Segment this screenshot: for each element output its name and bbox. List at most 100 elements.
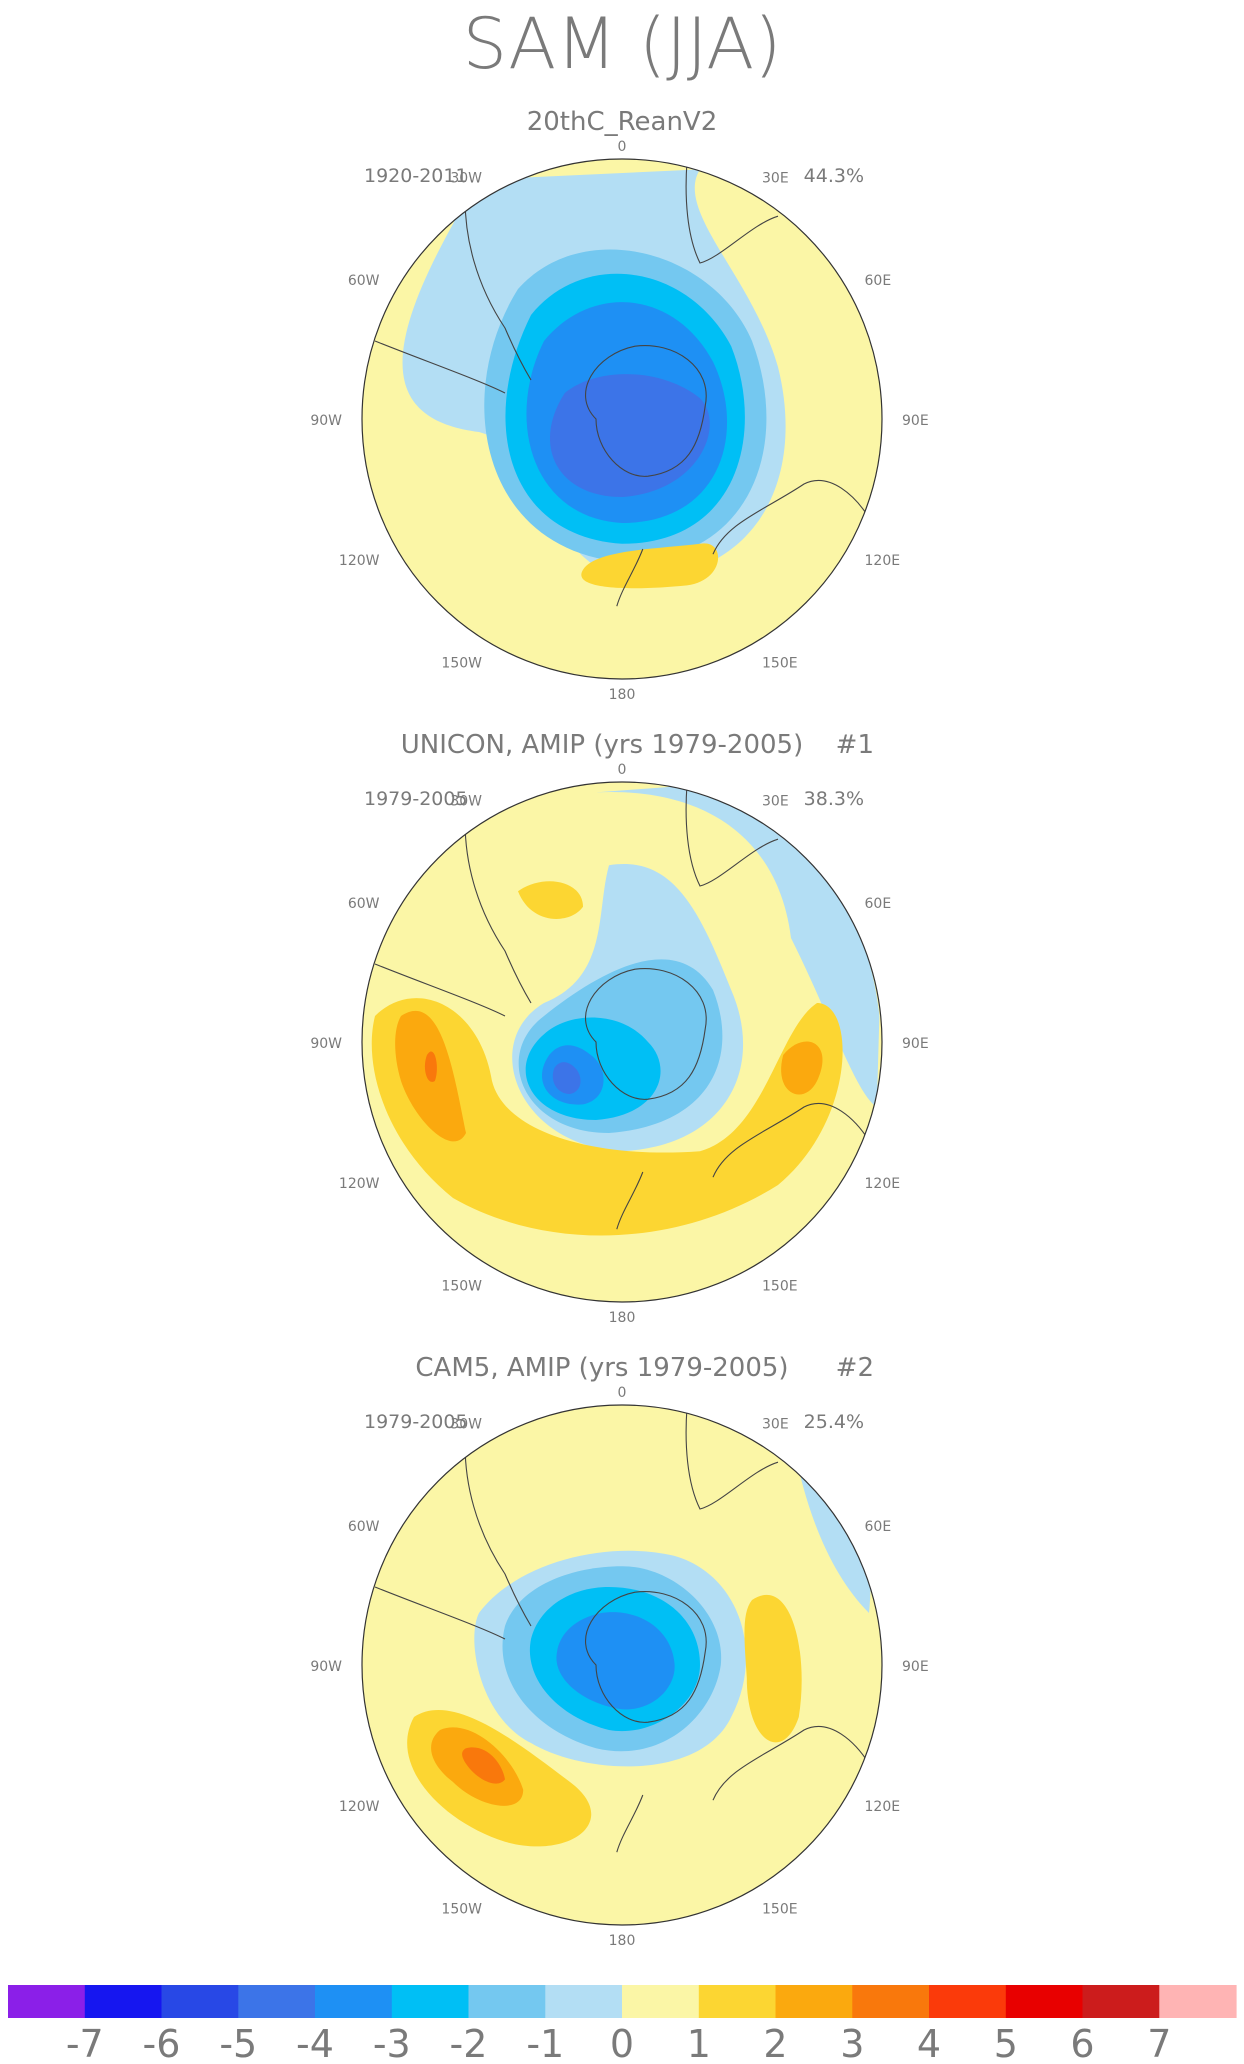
colorbar-label: -1 [526, 2022, 564, 2064]
colorbar-label: 2 [763, 2022, 787, 2064]
coastline [712, 479, 870, 555]
longitude-label: 180 [609, 687, 636, 703]
colorbar-swatch [1005, 1985, 1084, 2018]
coastline [712, 1725, 870, 1801]
field-contours [362, 159, 882, 679]
longitude-label: 150E [762, 1279, 798, 1295]
longitude-label: 30E [762, 794, 789, 810]
longitude-label: 150E [762, 1902, 798, 1918]
contour-fill [462, 1747, 505, 1784]
longitude-label: 90E [902, 1659, 929, 1675]
longitude-label: 60E [865, 896, 892, 912]
colorbar-swatch [852, 1985, 930, 2018]
colorbar-swatch [775, 1985, 853, 2018]
colorbar-swatch [238, 1985, 316, 2018]
longitude-label: 60W [348, 896, 380, 912]
contour-fill [744, 1594, 802, 1743]
map-panel-1: 20thC_ReanV2 1920-2011 44.3% 0 30E 60E 90E 120E… [310, 107, 928, 703]
colorbar: -7 -6 -5 -4 -3 -2 -1 0 1 2 3 4 5 6 7 [8, 1985, 1237, 2064]
longitude-label: 90W [310, 1659, 342, 1675]
contour-fill [781, 1041, 823, 1095]
coastline [374, 1586, 506, 1640]
coastline [585, 344, 707, 477]
longitude-label: 60W [348, 273, 380, 289]
contour-fill [549, 374, 710, 497]
longitude-label: 90W [310, 1036, 342, 1052]
colorbar-swatch [698, 1985, 777, 2018]
longitude-label: 150E [762, 656, 798, 672]
colorbar-swatch [1159, 1985, 1237, 2018]
longitude-label: 60E [865, 1519, 892, 1535]
longitude-label: 60W [348, 1519, 380, 1535]
colorbar-label: -7 [66, 2022, 104, 2064]
panel-title: UNICON, AMIP (yrs 1979-2005) [401, 730, 803, 760]
colorbar-swatch [1082, 1985, 1160, 2018]
colorbar-label: -2 [450, 2022, 488, 2064]
longitude-label: 150W [441, 1279, 482, 1295]
contour-fill [581, 543, 719, 589]
explained-variance: 38.3% [804, 788, 864, 810]
map-boundary [361, 158, 883, 680]
colorbar-label: -6 [143, 2022, 181, 2064]
map-panel-3: CAM5, AMIP (yrs 1979-2005) #2 1979-2005 25.… [310, 1353, 928, 1949]
colorbar-label: -3 [373, 2022, 411, 2064]
coastline [585, 967, 707, 1100]
years-label: 1979-2005 [364, 788, 468, 810]
panels: 20thC_ReanV2 1920-2011 44.3% 0 30E 60E 90E 120E… [310, 107, 928, 1949]
coastline [464, 1425, 532, 1627]
longitude-label: 30W [450, 1417, 482, 1433]
longitude-label: 120W [339, 553, 380, 569]
coastline [616, 1171, 644, 1230]
map-boundary [361, 781, 883, 1303]
longitude-label: 120W [339, 1176, 380, 1192]
longitude-label: 0 [618, 1385, 627, 1401]
colorbar-label: 4 [917, 2022, 941, 2064]
colorbar-swatch [84, 1985, 163, 2018]
longitude-label: 30W [450, 171, 482, 187]
panel-number: #1 [836, 730, 874, 760]
colorbar-swatch [315, 1985, 393, 2018]
coastline [374, 340, 506, 394]
longitude-label: 90E [902, 1036, 929, 1052]
longitude-label: 30W [450, 794, 482, 810]
longitude-label: 90W [310, 413, 342, 429]
contour-fill [424, 1051, 437, 1082]
longitude-label: 150W [441, 656, 482, 672]
longitude-label: 60E [865, 273, 892, 289]
colorbar-swatch [391, 1985, 470, 2018]
longitude-label: 180 [609, 1310, 636, 1326]
longitude-label: 120E [865, 1176, 901, 1192]
explained-variance: 44.3% [804, 165, 864, 187]
longitude-label: 150W [441, 1902, 482, 1918]
coastline [585, 1590, 707, 1723]
colorbar-swatch [468, 1985, 546, 2018]
colorbar-swatch [8, 1985, 86, 2018]
longitude-label: 30E [762, 171, 789, 187]
coastline [685, 1407, 779, 1510]
explained-variance: 25.4% [804, 1411, 864, 1433]
coastline [712, 1102, 870, 1178]
years-label: 1920-2011 [364, 165, 468, 187]
longitude-label: 0 [618, 762, 627, 778]
coastline [464, 802, 532, 1004]
coastline [374, 963, 506, 1017]
contour-fill [518, 881, 583, 919]
colorbar-label: 6 [1070, 2022, 1094, 2064]
colorbar-label: 7 [1147, 2022, 1171, 2064]
contour-fill [371, 998, 843, 1236]
colorbar-swatch [622, 1985, 700, 2018]
field-contours [362, 1405, 882, 1925]
colorbar-swatch [545, 1985, 623, 2018]
coastline [685, 784, 779, 887]
panel-title: 20thC_ReanV2 [527, 107, 718, 137]
coastline [616, 1794, 644, 1853]
colorbar-label: 0 [610, 2022, 634, 2064]
colorbar-swatch [929, 1985, 1007, 2018]
colorbar-label: -4 [296, 2022, 334, 2064]
contour-fill [596, 784, 880, 1107]
colorbar-label: 1 [687, 2022, 711, 2064]
longitude-label: 0 [618, 139, 627, 155]
longitude-label: 30E [762, 1417, 789, 1433]
colorbar-label: 3 [840, 2022, 864, 2064]
